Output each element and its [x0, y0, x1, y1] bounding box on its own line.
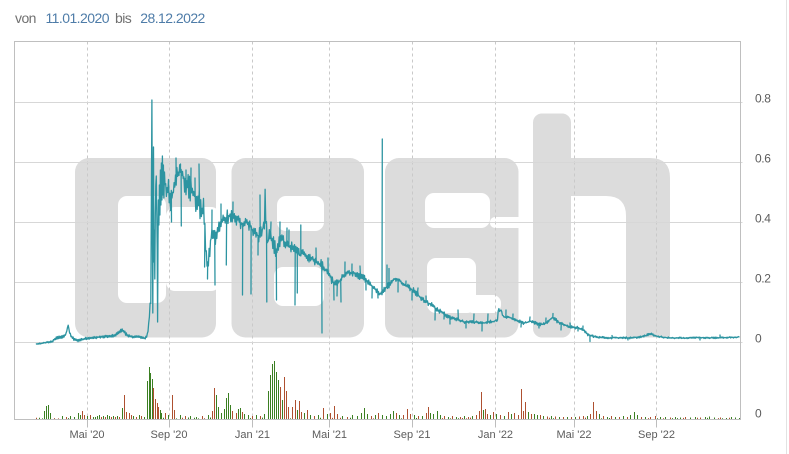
- svg-text:0.6: 0.6: [755, 152, 771, 166]
- svg-text:0.4: 0.4: [755, 212, 771, 226]
- svg-text:Mai '22: Mai '22: [556, 429, 591, 441]
- svg-text:0: 0: [755, 332, 762, 346]
- svg-text:0.8: 0.8: [755, 92, 771, 106]
- svg-text:Jan '22: Jan '22: [478, 429, 513, 441]
- svg-text:0: 0: [755, 407, 762, 421]
- svg-text:Mai '20: Mai '20: [69, 429, 104, 441]
- svg-text:0.2: 0.2: [755, 272, 771, 286]
- svg-text:Sep '21: Sep '21: [394, 429, 431, 441]
- svg-text:Sep '22: Sep '22: [638, 429, 675, 441]
- svg-text:Sep '20: Sep '20: [151, 429, 188, 441]
- svg-text:Mai '21: Mai '21: [312, 429, 347, 441]
- svg-text:Jan '21: Jan '21: [235, 429, 270, 441]
